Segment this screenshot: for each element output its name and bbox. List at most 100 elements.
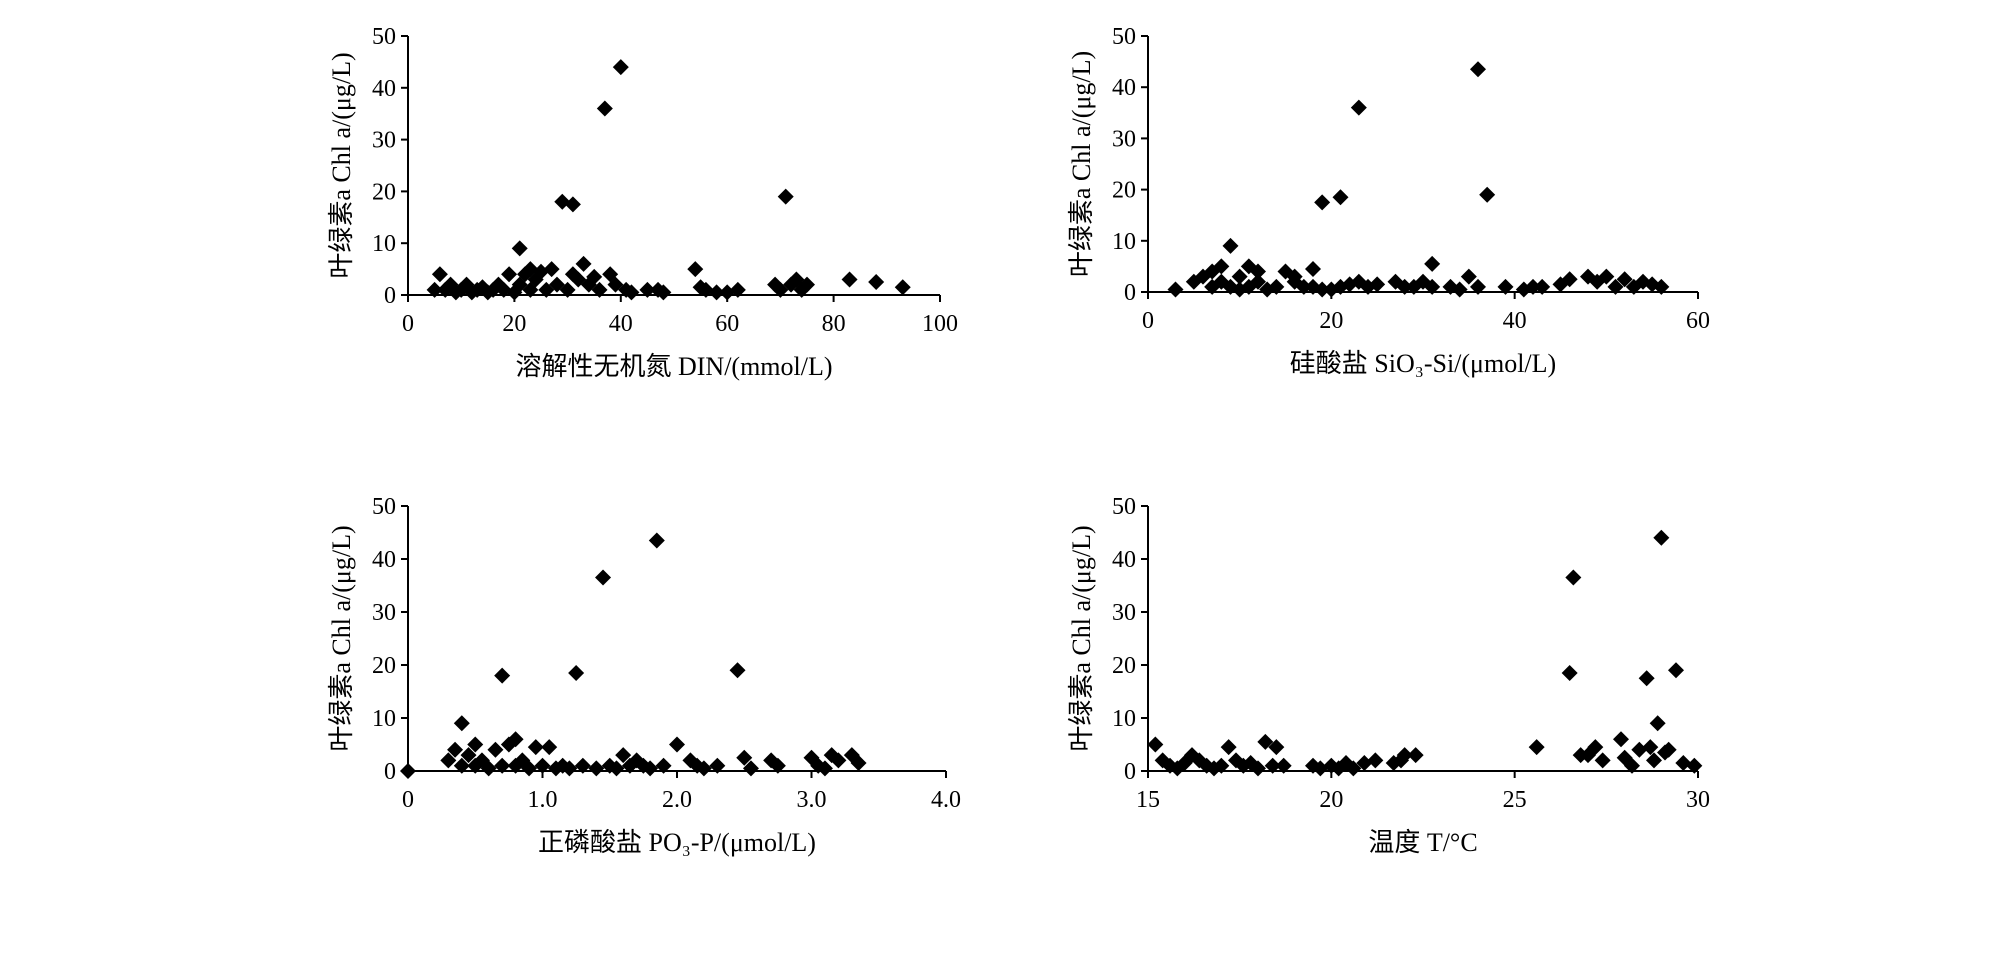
data-point [1167,281,1184,298]
data-point [1525,278,1541,295]
data-point [1264,757,1281,774]
data-point [1686,757,1703,774]
data-point [1653,278,1670,295]
data-point [623,284,640,301]
data-point [595,569,612,586]
data-point [507,731,524,748]
y-tick-label: 0 [384,283,396,309]
data-point [1396,747,1413,764]
y-tick-label: 50 [1112,494,1136,520]
data-point [1587,739,1604,756]
panel-din: 0 10 20 30 40 50 0 20 40 60 80 100 溶解性无机氮 DIN/(mmol/… [300,20,1020,500]
data-point [1668,662,1684,679]
data-point [1534,278,1551,295]
data-point [460,747,477,764]
data-point [1624,757,1640,774]
data-point [1631,741,1648,758]
data-point [447,741,464,758]
x-tick-label: 60 [715,311,739,337]
data-point [1250,273,1266,290]
data-point [1312,760,1329,777]
data-point [742,760,759,777]
data-point [588,760,605,777]
y-tick-label: 20 [372,653,396,679]
data-point [736,749,753,766]
y-tick-label: 50 [372,24,396,50]
data-point [777,188,794,205]
x-tick-label: 0 [1142,308,1154,334]
data-point [564,196,581,213]
data-point [1191,752,1208,769]
data-point [1642,739,1659,756]
y-tick-label: 30 [1112,126,1136,152]
data-point [1356,755,1373,772]
data-point [1314,194,1331,211]
x-tick-label: 15 [1136,787,1160,813]
data-point [521,760,538,777]
data-point [1660,741,1677,758]
data-point [655,757,672,774]
y-tick-label: 10 [372,231,396,257]
data-point [1250,263,1266,280]
data-point [868,274,885,291]
x-tick-label: 30 [1686,787,1710,813]
data-point [1565,569,1582,586]
data-point [480,760,497,777]
data-point [841,271,858,288]
x-tick-label: 0 [402,787,414,813]
data-point [473,752,490,769]
x-tick-label: 20 [1319,308,1343,334]
data-point [1367,752,1384,769]
data-point [541,739,558,756]
data-point [426,281,443,298]
x-tick-label: 100 [922,311,958,337]
x-tick-label: 4.0 [931,787,961,813]
x-tick-label: 80 [822,311,846,337]
scatter-chart: 0 10 20 30 40 50 15 20 25 30 温度 T/°C 叶绿素a Chl a/(μg… [1067,494,1710,857]
data-point [1405,278,1422,295]
data-point [487,741,504,758]
data-point [1240,278,1257,295]
data-point [1616,271,1633,288]
y-tick-label: 10 [372,706,396,732]
data-point [729,281,746,298]
data-point [1407,747,1424,764]
x-tick-label: 40 [1503,308,1527,334]
data-point [431,266,448,283]
data-point [514,752,531,769]
data-point [729,662,746,679]
scatter-chart: 0 10 20 30 40 50 0 1.0 2.0 3.0 4.0 正磷酸盐 PO₃-P/(μmol… [327,494,961,857]
data-point [1561,664,1578,681]
panel-po3: 0 10 20 30 40 50 0 1.0 2.0 3.0 4.0 正磷酸盐 PO₃-P/(μmol… [300,490,1020,960]
y-tick-label: 30 [372,128,396,154]
data-point [772,281,789,298]
data-point [799,276,815,293]
panel-sio3: 0 10 20 30 40 50 0 20 40 60 硅酸盐 SiO₃-Si/(μmol/L) 叶绿… [1040,20,1760,500]
data-point [1580,747,1596,764]
x-axis-label: 溶解性无机氮 DIN/(mmol/L) [515,352,832,381]
data-point [1515,281,1532,298]
x-axis-label: 正磷酸盐 PO₃-P/(μmol/L) [538,828,816,857]
data-point [1147,736,1164,753]
data-point [1350,99,1367,116]
data-point [628,752,645,769]
y-axis-label: 叶绿素a Chl a/(μg/L) [1067,525,1096,751]
y-axis-label: 叶绿素a Chl a/(μg/L) [327,525,356,751]
data-point [1528,739,1545,756]
data-point [400,763,416,779]
data-point [1598,268,1615,285]
data-point [682,752,699,769]
data-point [1561,271,1578,288]
y-tick-label: 10 [1112,229,1136,255]
data-point [1268,739,1285,756]
data-point [1286,268,1303,285]
data-point [1235,757,1252,774]
data-point [1470,278,1486,295]
data-point [1613,731,1629,748]
data-point [534,757,551,774]
data-point [1268,278,1285,295]
data-point [1220,739,1237,756]
data-point [639,281,656,298]
data-point [440,752,457,769]
